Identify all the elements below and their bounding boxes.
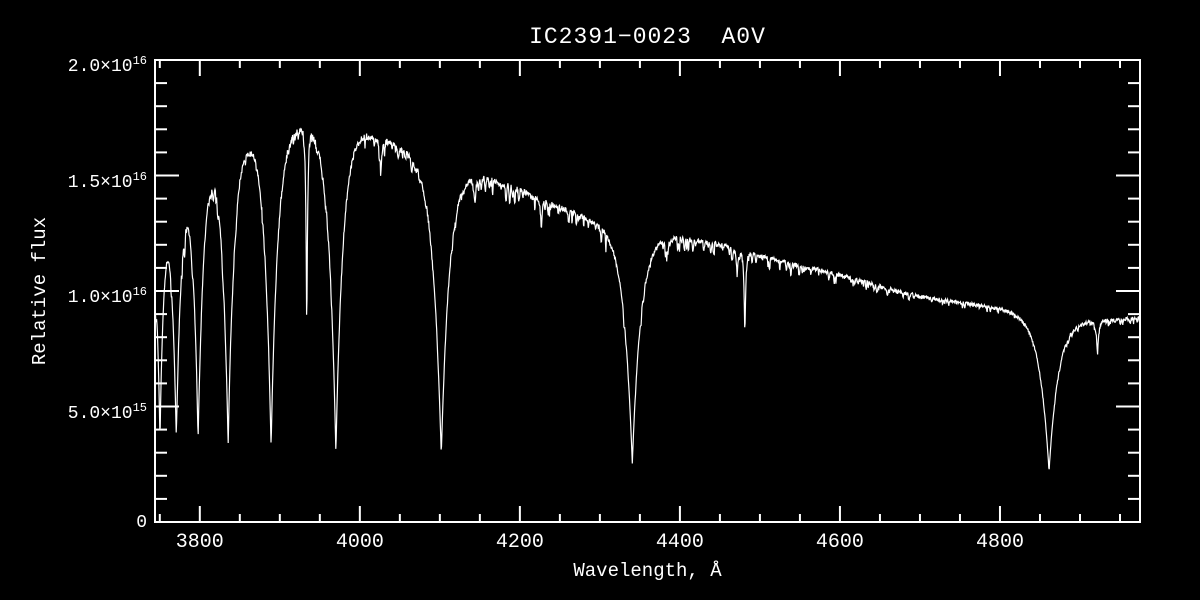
x-tick-label: 4400: [655, 531, 704, 554]
x-axis-title: Wavelength, Å: [573, 560, 722, 582]
x-tick-label: 4800: [975, 531, 1024, 554]
x-tick-label: 3800: [175, 531, 224, 554]
x-tick-label: 4000: [335, 531, 384, 554]
spectrum-trace: [154, 127, 1141, 470]
x-tick-label: 4200: [495, 531, 544, 554]
axis-box: [154, 59, 1141, 523]
y-tick-label: 1.5×1016: [67, 169, 147, 193]
y-tick-label: 5.0×1015: [67, 400, 147, 424]
x-tick-label: 4600: [815, 531, 864, 554]
y-tick-label: 1.0×1016: [67, 285, 147, 308]
y-tick-label: 2.0×1016: [67, 54, 147, 77]
chart-title: IC2391−0023 A0V: [529, 24, 766, 50]
y-tick-label: 0: [136, 513, 147, 533]
